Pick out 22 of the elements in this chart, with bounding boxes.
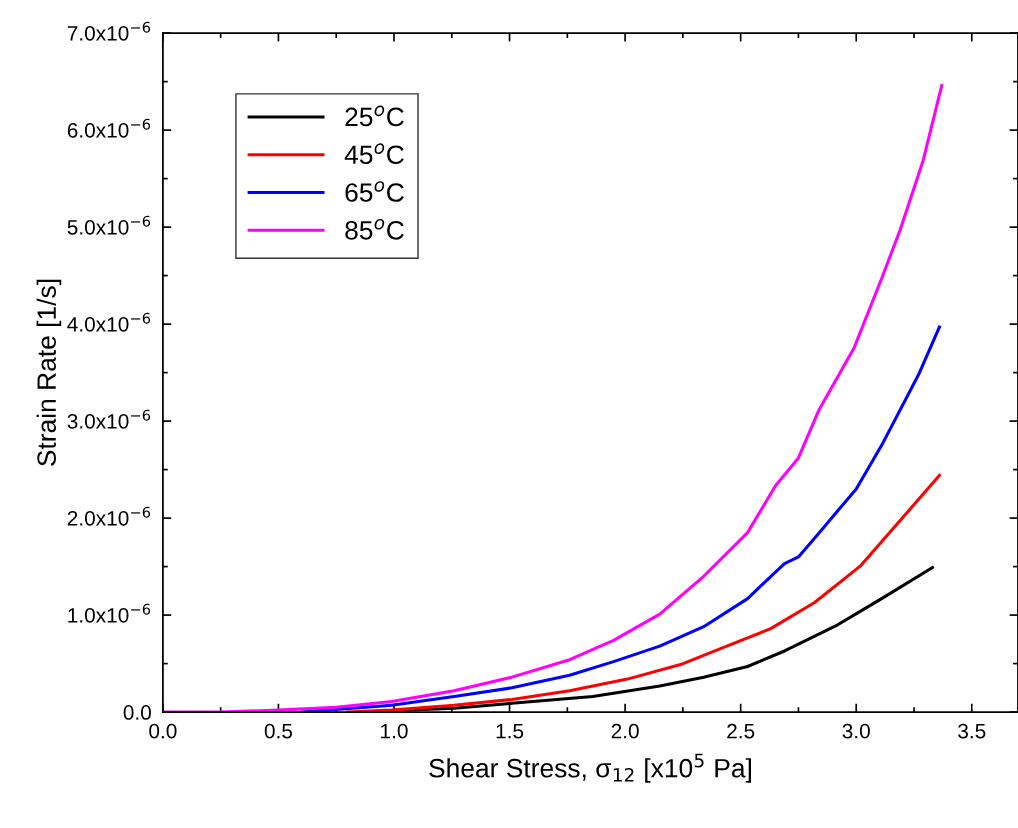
legend-label: 65$^{o}$C [345, 181, 404, 202]
x-axis-title: Shear Stress, σ$_{12}$ [x10$^{5}$ Pa] [429, 753, 751, 783]
y-tick-label: 7.0x10$^{−6}$ [67, 21, 151, 41]
y-tick-label: 6.0x10$^{−6}$ [67, 118, 151, 138]
y-axis-title: Strain Rate [1/s] [36, 279, 62, 466]
x-tick-label: 0.0 [149, 723, 177, 739]
legend-label: 85$^{o}$C [345, 218, 404, 240]
x-tick-label: 1.5 [496, 723, 524, 739]
y-tick-label: 4.0x10$^{−6}$ [67, 312, 151, 332]
y-tick-label: 1.0x10$^{−6}$ [68, 603, 151, 623]
x-tick-label: 1.0 [381, 723, 408, 739]
legend-label: 45$^{o}$C [344, 143, 404, 165]
x-tick-label: 3.0 [842, 723, 870, 739]
x-tick-label: 3.5 [958, 723, 986, 739]
legend-label: 25$^{o}$C [345, 105, 404, 127]
x-tick-label: 0.5 [264, 723, 293, 739]
y-tick-label: 5.0x10$^{−6}$ [67, 215, 151, 235]
y-tick-label: 3.0x10$^{−6}$ [67, 409, 151, 429]
y-tick-label: 2.0x10$^{−6}$ [67, 506, 151, 526]
x-tick-label: 2.0 [611, 723, 639, 739]
x-tick-label: 2.5 [727, 723, 755, 739]
y-tick-label: 0.0 [123, 705, 151, 720]
